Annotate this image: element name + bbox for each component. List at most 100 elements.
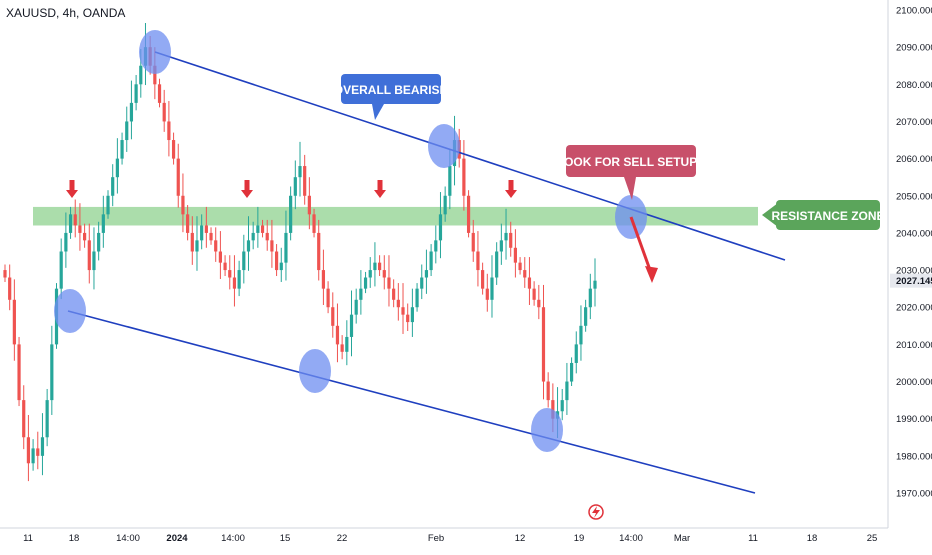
time-tick-label: 18 (69, 533, 80, 544)
candle-body (120, 140, 124, 159)
candle-body (260, 225, 265, 233)
time-tick-label: 14:00 (221, 533, 245, 544)
candle-body (307, 195, 311, 215)
candle-body (485, 288, 489, 300)
sell-setups-pointer (624, 177, 636, 200)
sell-signal-arrow-shaft (508, 180, 514, 190)
time-tick-label: 2024 (166, 533, 188, 544)
candle-body (551, 400, 555, 419)
sell-signal-arrow (505, 180, 517, 198)
time-tick-label: Feb (428, 533, 444, 544)
candle-body (326, 288, 330, 308)
touch-point-circle (531, 408, 563, 452)
candle-body (83, 232, 87, 241)
time-tick-label: 19 (574, 533, 585, 544)
candle-body (195, 240, 199, 252)
time-tick-label: 14:00 (619, 533, 643, 544)
sell-signal-arrow-head (505, 190, 517, 198)
sell-signal-arrow-shaft (69, 180, 75, 190)
candle-body (186, 214, 190, 233)
candle-body (354, 299, 358, 315)
resistance-zone-layer (33, 206, 758, 226)
candle-body (167, 121, 171, 141)
time-tick-label: 11 (23, 533, 33, 544)
candle-body (92, 251, 96, 271)
candle-body (293, 177, 297, 196)
candle-body (495, 251, 499, 278)
time-tick-label: 14:00 (116, 533, 140, 544)
price-tick-label: 2030.000 (896, 266, 932, 277)
candle-body (176, 158, 180, 196)
candle-body (401, 307, 405, 315)
price-tick-label: 2070.000 (896, 117, 932, 128)
candle-body (153, 65, 157, 85)
sell-signal-arrow (241, 180, 253, 198)
price-tick-label: 2060.000 (896, 154, 932, 165)
candle-body (214, 240, 218, 252)
candle-body (97, 232, 101, 252)
candle-body (396, 299, 400, 308)
candle-body (462, 158, 466, 196)
time-tick-label: 18 (807, 533, 818, 544)
price-tick-label: 1970.000 (896, 489, 932, 500)
candle-body (12, 299, 16, 345)
touch-point-circle (54, 289, 86, 333)
candle-body (443, 195, 447, 215)
candle-body (429, 251, 433, 271)
candle-body (87, 240, 91, 271)
candle-body (129, 102, 134, 122)
candle-body (373, 262, 377, 271)
candle-body (26, 437, 31, 464)
candle-body (45, 400, 49, 438)
candle-body (565, 381, 569, 401)
candle-body (157, 84, 162, 103)
sell-signal-arrow (374, 180, 386, 198)
sell-signal-arrow-head (241, 190, 253, 198)
candle-body (289, 195, 293, 233)
candle-body (317, 232, 321, 271)
candle-body (584, 307, 588, 326)
candle-body (312, 214, 316, 233)
candle-body (64, 232, 68, 252)
candle-body (513, 247, 517, 263)
candle-body (101, 214, 105, 233)
candle-body (251, 232, 255, 241)
resistance-zone-band (33, 206, 758, 226)
candle-body (569, 362, 574, 382)
candle-body (527, 277, 532, 289)
candle-body (115, 158, 119, 178)
candle-body (106, 195, 110, 215)
candle-body (246, 240, 251, 252)
price-tick-label: 2000.000 (896, 377, 932, 388)
markers-layer (54, 30, 658, 452)
candle-body (298, 166, 302, 178)
candle-body (523, 270, 527, 278)
candle-body (279, 262, 283, 271)
time-tick-label: 15 (280, 533, 291, 544)
candle-body (274, 251, 279, 271)
candle-body (340, 344, 344, 352)
candle-body (410, 307, 414, 323)
candle-body (415, 288, 419, 308)
candle-body (579, 325, 583, 345)
sell-setups-label: LOOK FOR SELL SETUPS (557, 155, 705, 169)
trendlines-layer (67, 51, 786, 494)
candle-body (190, 232, 194, 252)
sell-signal-arrow-shaft (244, 180, 250, 190)
resistance-zone-box (776, 200, 880, 230)
candle-body (335, 325, 340, 345)
callouts-layer: OVERALL BEARISH LOOK FOR SELL SETUPS RESIS… (334, 74, 885, 230)
candle-body (382, 270, 386, 278)
candle-body (345, 336, 349, 352)
candle-body (359, 288, 363, 300)
candle-body (284, 232, 288, 263)
candles-layer (3, 23, 597, 482)
candle-body (504, 232, 508, 241)
candle-body (111, 177, 115, 196)
time-tick-label: 22 (337, 533, 348, 544)
event-marker-icon (588, 504, 604, 520)
candle-body (392, 288, 396, 300)
